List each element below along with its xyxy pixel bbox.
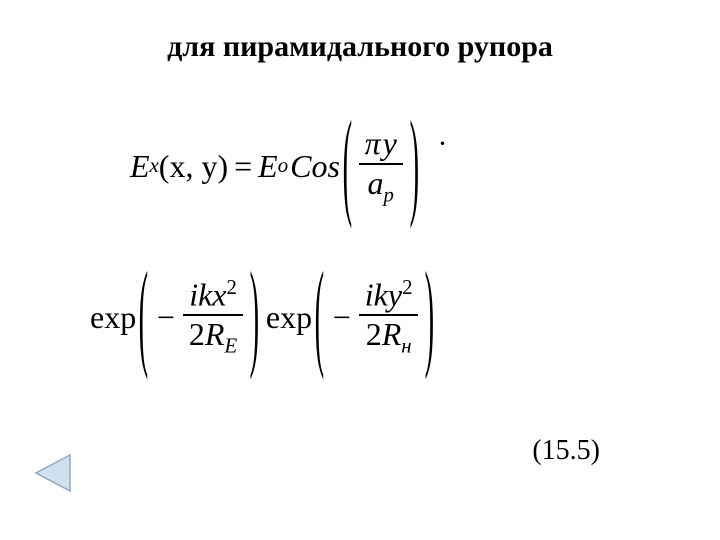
cos-frac: πy ap <box>359 125 403 208</box>
slide-title: для пирамидального рупора <box>0 30 720 64</box>
Eo-sub: o <box>278 154 288 178</box>
frac-den-sub: p <box>383 183 393 206</box>
g1-x: x <box>212 277 226 313</box>
formula-line-1: E x (x, y) = E o Cos ( πy ap ) · <box>130 125 447 208</box>
back-button[interactable] <box>30 451 74 495</box>
g1-k: k <box>198 277 212 313</box>
exp2-frac: iky2 2Rн <box>359 275 419 359</box>
Ex-sub: x <box>150 154 159 178</box>
exp2-func: exp <box>266 299 312 336</box>
g1-two: 2 <box>189 316 205 352</box>
cos-func: Cos <box>290 148 340 185</box>
exp1-minus: − <box>157 299 175 336</box>
Ex-args: (x, y) <box>159 148 228 185</box>
g2-R: R <box>382 316 402 352</box>
g2-i: i <box>365 277 374 313</box>
g2-two: 2 <box>366 316 382 352</box>
equation-number: (15.5) <box>532 435 600 467</box>
exp2-minus: − <box>333 299 351 336</box>
g2-pow: 2 <box>402 276 412 299</box>
g2-R-sub: н <box>401 335 411 358</box>
trailing-dot: · <box>437 127 447 161</box>
frac-num-y: y <box>383 125 397 161</box>
exp1-func: exp <box>90 299 136 336</box>
triangle-left-icon <box>30 451 74 495</box>
g2-y: y <box>388 277 402 313</box>
g1-R: R <box>205 316 225 352</box>
Ex-base: E <box>130 148 150 185</box>
g1-i: i <box>189 277 198 313</box>
g2-k: k <box>374 277 388 313</box>
g1-R-sub: E <box>224 335 237 358</box>
exp1-frac: ikx2 2RE <box>183 275 243 359</box>
frac-num-pi: π <box>365 125 381 161</box>
g1-pow: 2 <box>227 276 237 299</box>
formula-line-2: exp ( − ikx2 2RE ) exp ( − iky2 2Rн ) <box>90 275 437 359</box>
equals: = <box>234 148 252 185</box>
Eo-base: E <box>258 148 278 185</box>
frac-den-a: a <box>367 165 383 201</box>
